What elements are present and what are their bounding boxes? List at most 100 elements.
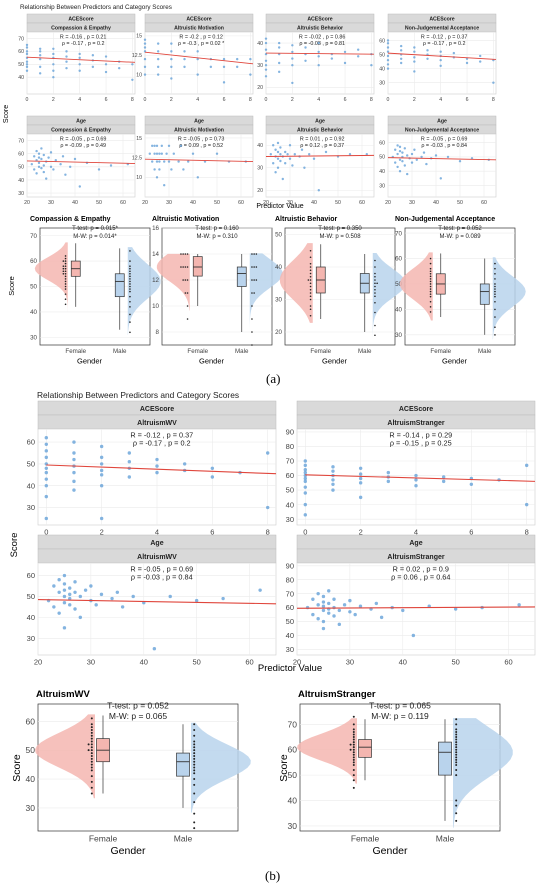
male-dot xyxy=(193,763,196,766)
data-point xyxy=(342,603,347,607)
female-dot xyxy=(90,760,93,763)
y-tick-label: 20 xyxy=(257,85,263,91)
data-point xyxy=(42,170,45,174)
panel-area xyxy=(37,562,277,656)
male-dot xyxy=(455,769,458,772)
data-point xyxy=(265,451,270,455)
male-dot xyxy=(193,740,196,743)
strip-category-label: AltruismWV xyxy=(137,420,177,427)
female-dot xyxy=(90,734,93,737)
x-tick-label: 2 xyxy=(170,97,173,103)
female-dot xyxy=(90,749,93,752)
female-dot xyxy=(64,298,67,301)
data-point xyxy=(72,488,76,492)
female-dot xyxy=(90,754,93,757)
y-tick-label: 90 xyxy=(286,428,294,437)
male-dot xyxy=(253,266,255,268)
male-violin xyxy=(372,253,406,338)
female-dot xyxy=(309,275,312,278)
female-dot xyxy=(352,753,355,756)
data-point xyxy=(413,46,416,49)
group-tick-label: Female xyxy=(89,834,118,844)
category-title: Altruistic Motivation xyxy=(152,216,219,223)
data-point xyxy=(398,149,402,153)
data-point xyxy=(358,481,363,485)
x-tick-label: 2 xyxy=(100,528,104,537)
data-point xyxy=(52,605,56,609)
female-dot xyxy=(64,267,67,270)
y-tick-label: 50 xyxy=(379,155,385,161)
data-point xyxy=(37,161,41,165)
strip-predictor-label: ACEScore xyxy=(186,16,211,22)
regression-line xyxy=(26,160,136,164)
data-point xyxy=(153,152,156,155)
stat-pearson: R = 0.01 , p = 0.92 xyxy=(300,136,345,142)
data-point xyxy=(155,160,159,163)
data-point xyxy=(73,590,77,594)
y-tick-label: 40 xyxy=(286,631,294,640)
data-point xyxy=(143,73,147,76)
group-axis-label: Gender xyxy=(199,356,225,365)
data-point xyxy=(120,605,125,609)
data-point xyxy=(327,611,331,615)
data-point xyxy=(386,470,391,475)
data-point xyxy=(37,152,41,155)
x-tick-label: 0 xyxy=(303,528,307,537)
male-dot xyxy=(374,259,376,262)
data-point xyxy=(277,70,281,74)
data-point xyxy=(358,476,363,481)
male-dot xyxy=(455,746,458,749)
female-dot xyxy=(309,269,312,272)
mw-label: M-W: p = 0.119 xyxy=(371,711,429,721)
data-point xyxy=(343,61,347,65)
y-tick-label: 40 xyxy=(288,795,298,805)
female-dot xyxy=(309,314,312,317)
group-tick-label: Female xyxy=(65,348,86,355)
data-point xyxy=(303,485,308,489)
data-point xyxy=(64,173,67,176)
x-tick-label: 6 xyxy=(105,97,108,103)
data-point xyxy=(358,604,363,608)
regression-line xyxy=(144,51,254,65)
stat-spearman: ρ = 0.12 , p = 0.37 xyxy=(300,143,344,149)
data-point xyxy=(44,470,49,475)
x-tick-label: 4 xyxy=(155,528,159,537)
data-point xyxy=(78,615,83,620)
strip-predictor-label: ACEScore xyxy=(429,16,454,22)
x-axis-title: Predictor Value xyxy=(256,203,303,210)
data-point xyxy=(99,484,104,488)
female-dot xyxy=(352,761,355,764)
data-point xyxy=(365,153,368,156)
y-tick-label: 15 xyxy=(136,34,142,40)
data-point xyxy=(386,67,390,70)
y-tick-label: 70 xyxy=(288,719,298,729)
strip-predictor-label: Age xyxy=(409,540,422,547)
male-dot xyxy=(193,778,196,781)
x-tick-label: 6 xyxy=(223,97,226,103)
y-tick-label: 60 xyxy=(288,745,298,755)
data-point xyxy=(303,470,308,475)
x-tick-label: 2 xyxy=(291,97,294,103)
data-point xyxy=(110,596,114,601)
data-point xyxy=(156,73,160,76)
regression-line xyxy=(46,464,277,475)
y-tick-label: 60 xyxy=(18,49,24,55)
data-point xyxy=(143,38,147,41)
data-point xyxy=(99,444,104,449)
data-point xyxy=(398,145,402,149)
y-tick-label: 40 xyxy=(30,309,37,316)
group-tick-label: Female xyxy=(187,348,208,355)
data-point xyxy=(104,70,108,74)
female-dot xyxy=(90,752,93,755)
data-point xyxy=(284,162,287,165)
y-tick-label: 50 xyxy=(18,62,24,68)
stat-spearman: ρ = 0.09 , p = 0.52 xyxy=(179,143,223,149)
data-point xyxy=(327,589,331,593)
dist-y-axis-title: Score xyxy=(7,276,16,296)
data-point xyxy=(160,144,163,148)
data-point xyxy=(78,185,82,188)
male-dot xyxy=(129,295,131,298)
y-tick-label: 40 xyxy=(395,307,402,314)
data-point xyxy=(413,70,416,73)
